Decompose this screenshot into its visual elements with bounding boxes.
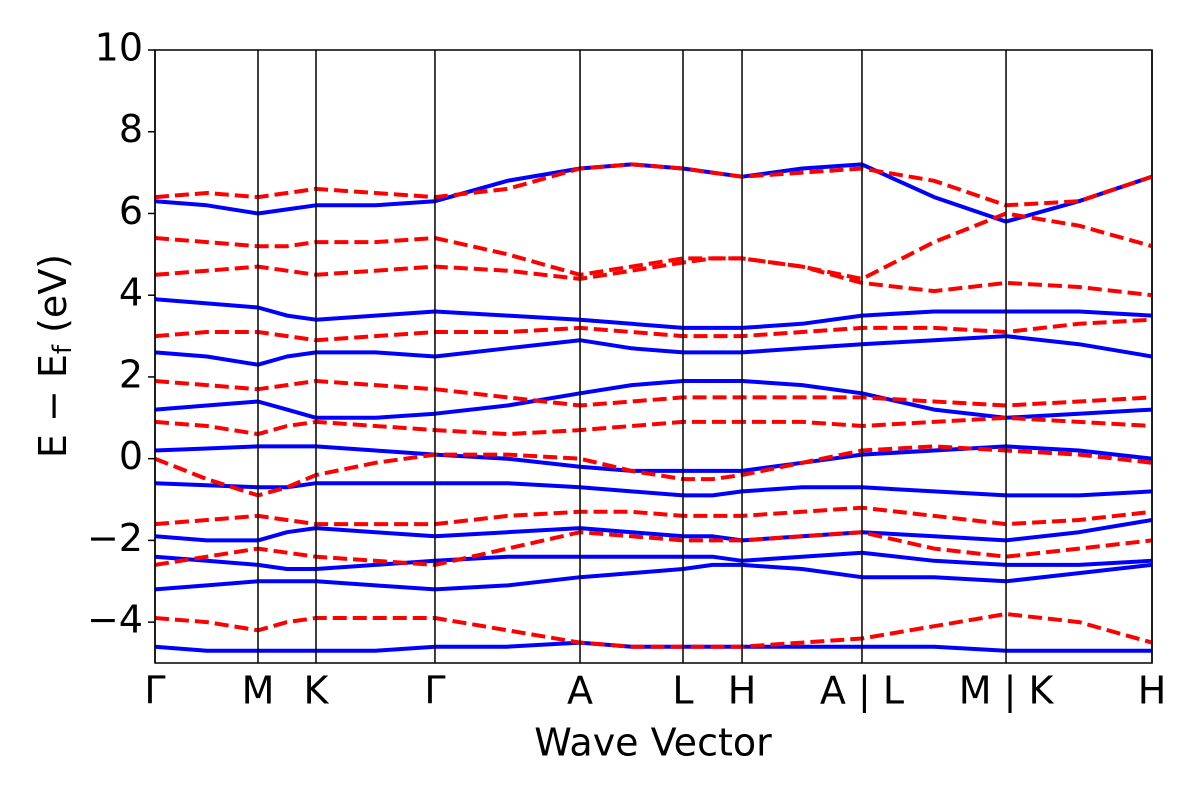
x-tick-label: H <box>1138 669 1167 713</box>
y-tick-label: 4 <box>119 271 143 315</box>
band-line <box>155 518 1152 543</box>
x-tick-label: M <box>242 669 275 713</box>
band-line <box>155 562 1152 592</box>
y-axis-label-unit: (eV) <box>31 254 75 345</box>
band-line <box>155 550 1152 571</box>
band-line <box>155 379 1152 420</box>
plot-area <box>155 162 1152 653</box>
x-tick-label: H <box>728 669 757 713</box>
band-line <box>155 334 1152 367</box>
x-tick-label: A <box>567 669 593 713</box>
y-axis-label: E − Ef (eV) <box>31 254 78 458</box>
x-tick-label: L <box>672 669 693 713</box>
x-axis-label: Wave Vector <box>534 721 772 765</box>
band-line <box>155 530 1152 567</box>
y-axis-label-sub: f <box>48 344 78 354</box>
x-tick-label: M | K <box>959 669 1055 714</box>
y-axis-label-main: E − E <box>31 354 75 458</box>
y-tick-label: 10 <box>95 26 143 70</box>
band-line <box>155 379 1152 408</box>
x-tick-label: Γ <box>144 669 165 713</box>
band-line <box>155 505 1152 527</box>
band-line <box>155 211 1152 281</box>
y-tick-label: 6 <box>119 189 143 233</box>
x-tick-label: K <box>304 669 330 713</box>
band-line <box>155 444 1152 498</box>
y-tick-label: 8 <box>119 107 143 151</box>
y-tick-label: 2 <box>119 352 143 396</box>
band-line <box>155 612 1152 649</box>
band-line <box>155 297 1152 330</box>
x-tick-label: Γ <box>424 669 445 713</box>
x-tick-label: A | L <box>820 669 904 714</box>
y-tick-label: 0 <box>119 434 143 478</box>
y-tick-label: −2 <box>87 516 143 560</box>
band-line <box>155 317 1152 343</box>
band-line <box>155 256 1152 298</box>
band-line <box>155 481 1152 498</box>
band-line <box>155 415 1152 437</box>
band-line <box>155 162 1152 208</box>
y-tick-label: −4 <box>87 598 143 642</box>
